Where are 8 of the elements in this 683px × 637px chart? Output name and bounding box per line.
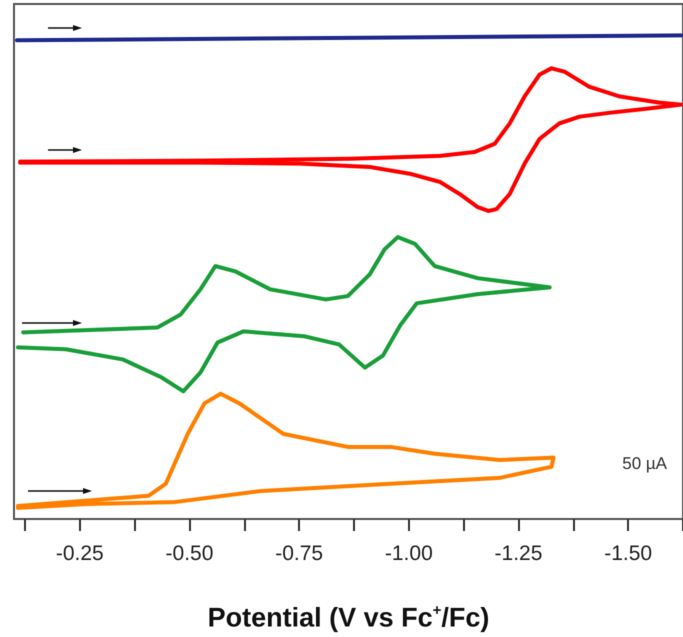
x-axis-title: Potential (V vs Fc+/Fc) (208, 602, 490, 632)
x-tick-label: -0.75 (275, 542, 324, 565)
x-tick-label: -1.50 (604, 542, 652, 565)
x-tick-label: -0.25 (56, 542, 104, 565)
x-tick-label: -0.50 (166, 542, 214, 565)
x-tick-label: -1.25 (494, 542, 542, 565)
x-tick-label: -1.00 (384, 542, 433, 565)
annotation: 50 µA (622, 454, 668, 473)
